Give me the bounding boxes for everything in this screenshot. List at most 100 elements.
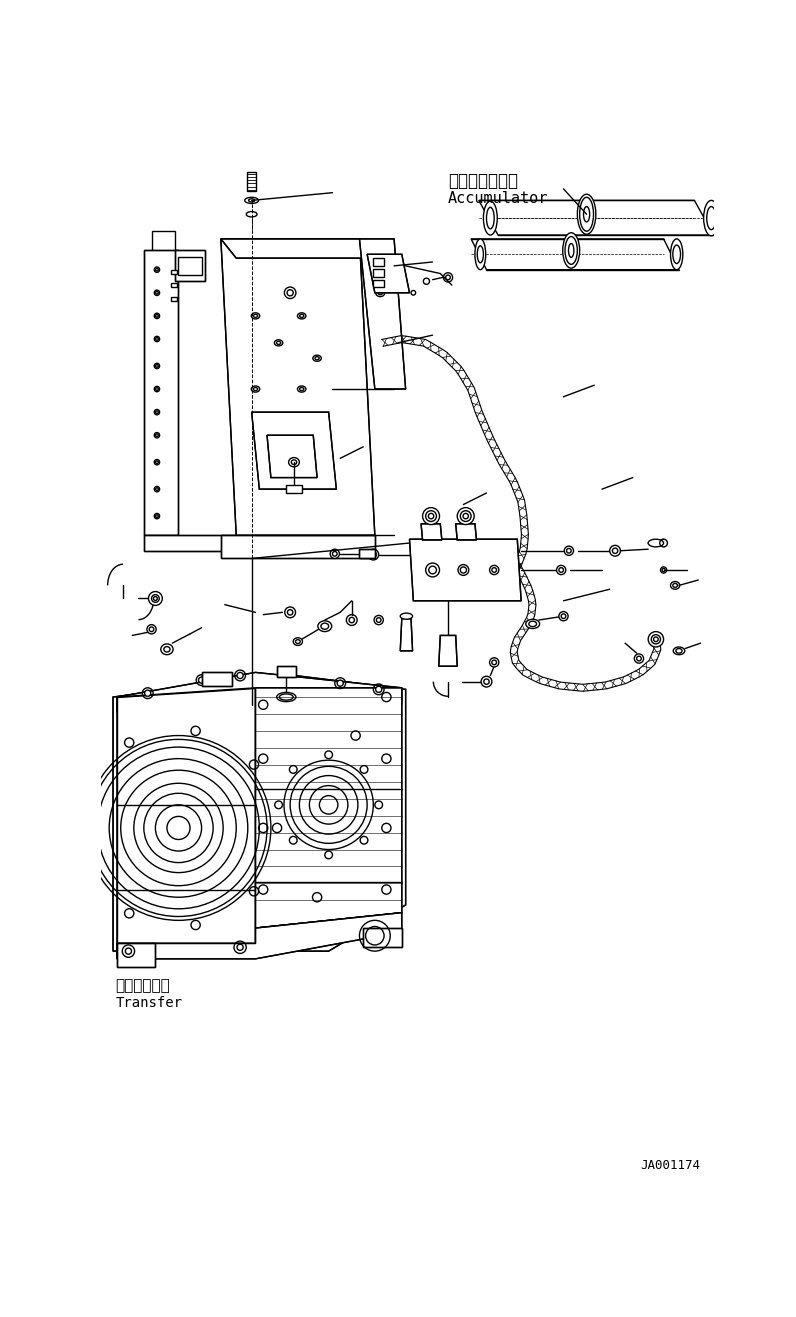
Ellipse shape (244, 198, 259, 203)
Ellipse shape (426, 564, 439, 577)
Bar (201, 673, 232, 686)
Polygon shape (117, 673, 402, 712)
Text: JA001174: JA001174 (641, 1159, 700, 1172)
Bar (277, 666, 295, 677)
Polygon shape (421, 524, 442, 540)
Ellipse shape (154, 460, 160, 465)
Bar (373, 279, 384, 287)
Polygon shape (117, 943, 155, 967)
Ellipse shape (277, 693, 296, 702)
Circle shape (145, 690, 150, 697)
Ellipse shape (458, 565, 469, 576)
Polygon shape (178, 257, 201, 275)
Ellipse shape (475, 238, 486, 270)
Bar (373, 269, 384, 277)
Polygon shape (363, 928, 402, 947)
Ellipse shape (648, 632, 664, 647)
Ellipse shape (330, 549, 339, 558)
Circle shape (338, 680, 343, 686)
Ellipse shape (267, 464, 275, 469)
Ellipse shape (154, 514, 160, 519)
Polygon shape (267, 435, 317, 478)
Text: アキュムレータ: アキュムレータ (448, 173, 518, 190)
Bar (201, 673, 232, 686)
Ellipse shape (154, 336, 160, 341)
Bar (373, 258, 384, 266)
Text: Accumulator: Accumulator (448, 191, 548, 205)
Ellipse shape (483, 202, 498, 234)
Text: トランスファ: トランスファ (115, 979, 170, 993)
Ellipse shape (346, 615, 357, 626)
Ellipse shape (577, 194, 596, 234)
Ellipse shape (154, 410, 160, 415)
Circle shape (198, 677, 205, 684)
Ellipse shape (267, 416, 275, 423)
Ellipse shape (563, 233, 579, 269)
Polygon shape (471, 238, 679, 270)
Circle shape (376, 686, 382, 693)
Ellipse shape (154, 290, 160, 295)
Ellipse shape (634, 655, 644, 664)
Polygon shape (400, 619, 412, 651)
Bar (277, 666, 295, 677)
Ellipse shape (161, 644, 173, 655)
Ellipse shape (275, 340, 283, 346)
Ellipse shape (305, 440, 314, 446)
Ellipse shape (154, 386, 160, 391)
Ellipse shape (490, 657, 499, 666)
Ellipse shape (154, 486, 160, 491)
Polygon shape (113, 674, 406, 951)
Polygon shape (151, 232, 174, 412)
Ellipse shape (564, 547, 573, 556)
Bar (171, 296, 177, 302)
Ellipse shape (318, 620, 332, 632)
Polygon shape (478, 200, 714, 234)
Polygon shape (144, 250, 178, 535)
Polygon shape (144, 535, 256, 551)
Ellipse shape (154, 267, 160, 273)
Ellipse shape (154, 313, 160, 319)
Bar (287, 485, 302, 493)
Polygon shape (220, 535, 375, 558)
Polygon shape (409, 539, 521, 601)
Ellipse shape (648, 539, 664, 547)
Ellipse shape (298, 386, 306, 392)
Bar (171, 283, 177, 287)
Polygon shape (117, 913, 402, 959)
Polygon shape (220, 238, 375, 258)
Polygon shape (220, 238, 375, 535)
Ellipse shape (526, 619, 540, 628)
Ellipse shape (556, 565, 566, 574)
Ellipse shape (149, 591, 162, 606)
Ellipse shape (252, 386, 259, 392)
Ellipse shape (661, 566, 667, 573)
Ellipse shape (284, 287, 296, 299)
Ellipse shape (289, 457, 299, 466)
Ellipse shape (246, 212, 257, 217)
Ellipse shape (670, 238, 683, 270)
Polygon shape (174, 250, 205, 282)
Ellipse shape (154, 363, 160, 369)
Ellipse shape (704, 200, 719, 236)
Polygon shape (117, 687, 256, 943)
Ellipse shape (559, 611, 568, 620)
Polygon shape (256, 687, 402, 928)
Ellipse shape (298, 313, 306, 319)
Ellipse shape (252, 313, 259, 319)
Ellipse shape (423, 507, 439, 524)
Ellipse shape (147, 624, 156, 633)
Ellipse shape (374, 615, 384, 624)
Bar (360, 549, 375, 558)
Bar (171, 270, 177, 274)
Ellipse shape (305, 478, 314, 485)
Polygon shape (455, 524, 477, 540)
Ellipse shape (285, 607, 295, 618)
Ellipse shape (610, 545, 620, 556)
Polygon shape (367, 254, 409, 292)
Ellipse shape (490, 565, 499, 574)
Polygon shape (360, 238, 406, 389)
Ellipse shape (293, 637, 302, 645)
Ellipse shape (154, 432, 160, 439)
Polygon shape (252, 412, 337, 489)
Polygon shape (439, 635, 457, 666)
